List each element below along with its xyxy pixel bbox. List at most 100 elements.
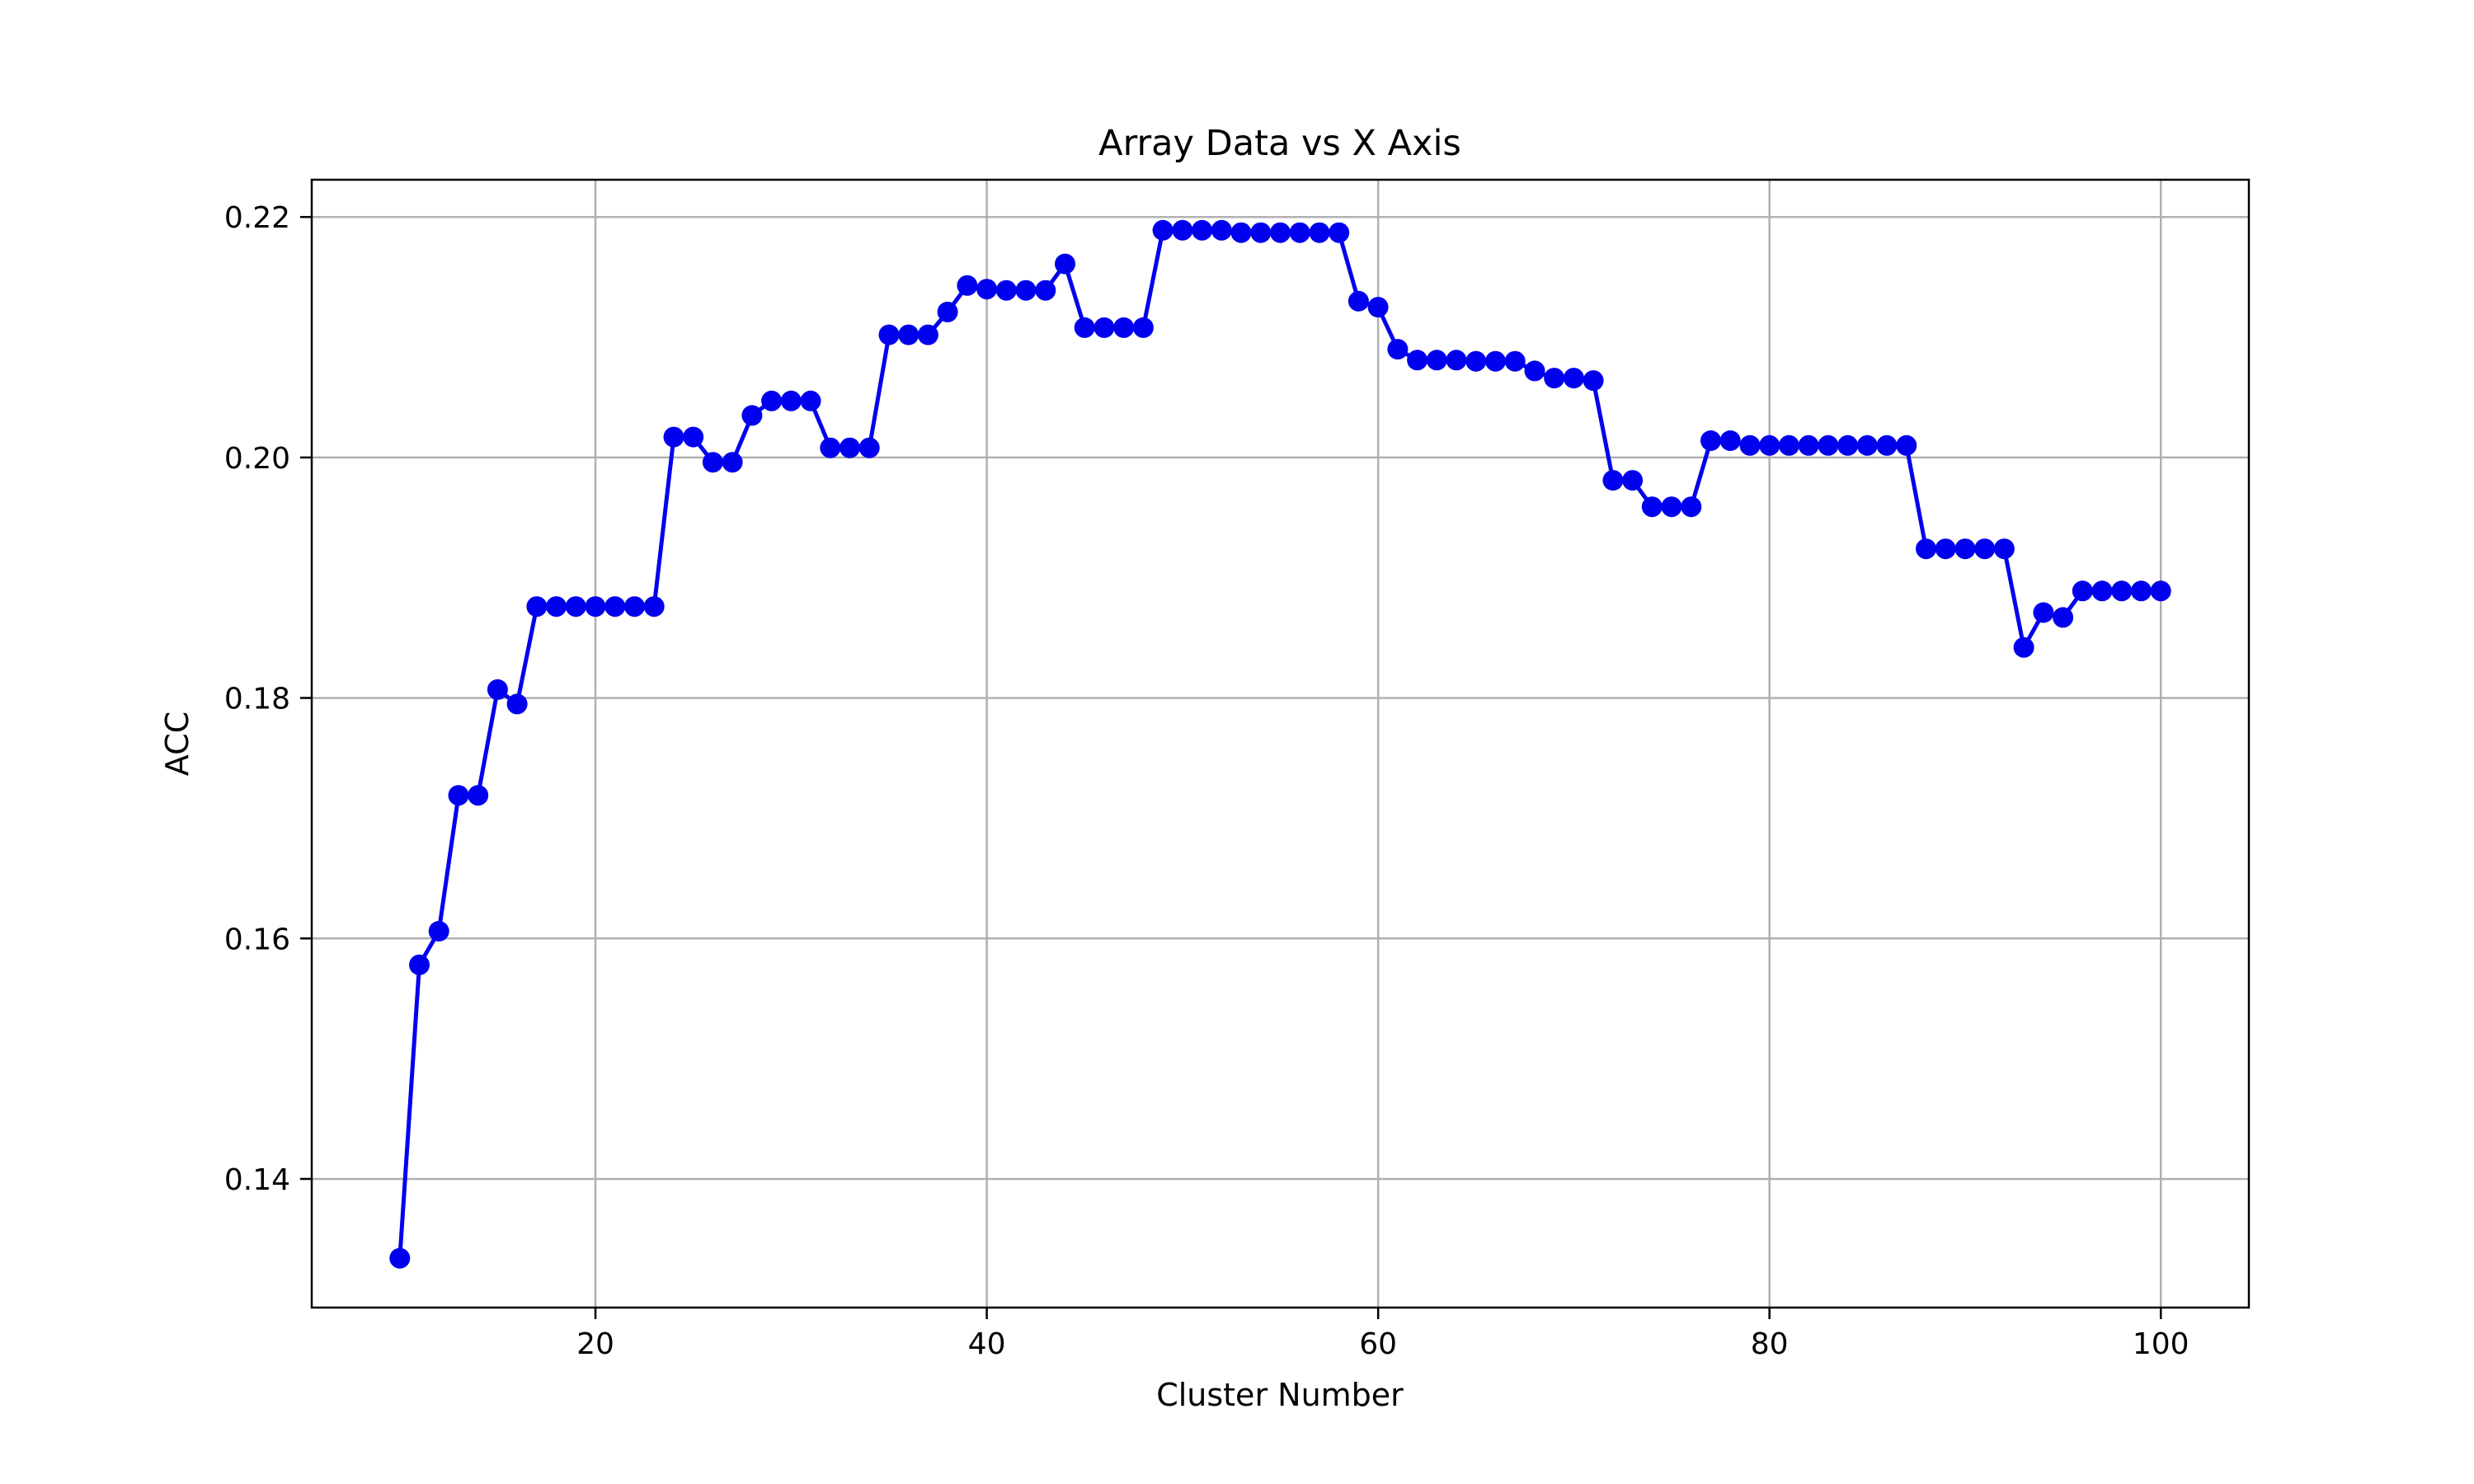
y-tick-label: 0.22 (224, 201, 290, 235)
grid-lines (312, 180, 2249, 1308)
data-point (1622, 470, 1644, 491)
data-point (1367, 297, 1389, 318)
data-point (2033, 602, 2054, 623)
data-point (1700, 430, 1721, 451)
data-point (2111, 580, 2133, 602)
data-point (1407, 350, 1428, 371)
data-point (604, 596, 626, 618)
data-point (1778, 434, 1799, 456)
x-tick-label: 20 (576, 1327, 614, 1361)
data-point (1329, 222, 1350, 243)
data-point (1974, 538, 1996, 560)
data-point (1602, 470, 1624, 491)
data-point (428, 921, 449, 942)
data-point (1935, 538, 1956, 560)
data-point (1211, 219, 1232, 241)
data-point (487, 679, 508, 700)
data-point (1916, 538, 1936, 560)
data-point (1230, 222, 1252, 243)
y-tick-label: 0.16 (224, 923, 290, 956)
x-tick-label: 60 (1359, 1327, 1397, 1361)
data-point (2131, 580, 2152, 602)
data-point (761, 390, 783, 411)
data-point (2150, 580, 2171, 602)
data-point (800, 390, 821, 411)
data-point (995, 279, 1017, 301)
plot-frame (310, 178, 2251, 1309)
data-point (526, 596, 548, 618)
data-point (1250, 222, 1272, 243)
data-point (1876, 434, 1898, 456)
data-point (1798, 434, 1819, 456)
data-point (1172, 219, 1193, 241)
data-point (1837, 434, 1859, 456)
data-point (585, 596, 606, 618)
data-point (1270, 222, 1291, 243)
data-point (506, 693, 528, 715)
data-point (1759, 434, 1780, 456)
data-point (565, 596, 586, 618)
data-point (663, 426, 684, 448)
data-point (917, 324, 938, 345)
data-point (741, 405, 763, 426)
data-point (389, 1247, 411, 1269)
data-point (2091, 580, 2113, 602)
data-point (409, 954, 430, 975)
y-tick-label: 0.18 (224, 683, 290, 716)
data-point (702, 452, 723, 473)
data-point (840, 437, 860, 458)
data-point (898, 324, 920, 345)
data-point (780, 390, 802, 411)
data-point (1896, 434, 1917, 456)
data-point (448, 785, 469, 806)
data-point (1856, 434, 1878, 456)
data-point (1739, 434, 1761, 456)
data-point (1015, 279, 1037, 301)
data-point (2053, 607, 2074, 628)
y-tick-label: 0.20 (224, 442, 290, 476)
y-axis-label: ACC (159, 711, 195, 776)
x-axis-label: Cluster Number (1156, 1377, 1404, 1413)
data-point (1348, 290, 1369, 312)
data-point (1504, 350, 1526, 372)
chart-title: Array Data vs X Axis (1098, 123, 1461, 164)
data-point (1583, 370, 1604, 392)
data-point (1524, 360, 1545, 382)
data-point (1681, 496, 1702, 518)
axis-ticks: 20 40 60 80 100 0.14 0.16 0.18 0.20 0.22 (224, 201, 2189, 1361)
data-point (976, 279, 998, 300)
data-point (1113, 317, 1135, 338)
data-point (878, 324, 900, 345)
y-tick-label: 0.14 (224, 1163, 290, 1197)
data-point (683, 426, 704, 448)
data-series (389, 219, 2171, 1269)
data-point (1387, 339, 1409, 360)
data-point (1954, 538, 1976, 560)
data-point (1074, 317, 1095, 338)
data-point (1563, 368, 1584, 389)
data-point (1426, 350, 1447, 371)
data-point (1465, 350, 1487, 372)
data-point (820, 437, 841, 458)
data-point (1446, 350, 1467, 371)
data-point (1132, 317, 1154, 338)
data-point (1485, 350, 1506, 372)
x-tick-label: 100 (2133, 1327, 2189, 1361)
data-point (1192, 219, 1213, 241)
data-point (957, 275, 978, 296)
data-point (937, 301, 958, 322)
data-point (1289, 222, 1310, 243)
data-point (2072, 580, 2093, 602)
data-point (1661, 496, 1682, 518)
data-point (1055, 253, 1075, 275)
data-point (858, 437, 880, 458)
data-point (2013, 636, 2034, 658)
data-point (1309, 222, 1330, 243)
data-point (1094, 317, 1115, 338)
data-point (546, 596, 567, 618)
data-point (1152, 219, 1174, 241)
data-point (1993, 538, 2015, 560)
x-tick-label: 80 (1751, 1327, 1789, 1361)
